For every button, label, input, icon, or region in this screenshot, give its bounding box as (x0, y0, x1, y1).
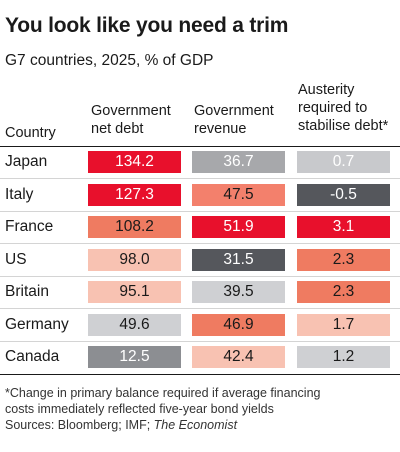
column-header-austerity: Austerity required to stabilise debt* (298, 81, 388, 135)
austerity-cell: 3.1 (297, 216, 390, 238)
column-header-line: Government (91, 103, 171, 119)
column-header-line: stabilise debt* (298, 118, 389, 134)
country-label: US (5, 250, 27, 268)
column-header-line: revenue (194, 121, 247, 137)
revenue-cell: 42.4 (192, 346, 285, 368)
net-debt-cell: 98.0 (88, 248, 181, 271)
footnote-line-1: *Change in primary balance required if a… (5, 386, 321, 400)
sources-prefix: Sources: Bloomberg; IMF; (5, 418, 154, 432)
row-separator (0, 340, 400, 342)
country-label: Canada (5, 348, 60, 365)
austerity-cell: 1.2 (297, 346, 390, 368)
row-separator (0, 210, 400, 212)
column-header-line: required to (298, 100, 368, 116)
country-label: France (5, 218, 54, 235)
column-header-line: net debt (91, 121, 144, 137)
header-rule (0, 146, 400, 147)
revenue-cell: 46.9 (192, 313, 285, 336)
austerity-cell: 2.3 (297, 248, 390, 271)
net-debt-cell: 95.1 (88, 281, 181, 303)
revenue-cell: 39.5 (192, 281, 285, 303)
country-label: Britain (5, 283, 49, 300)
footnote: *Change in primary balance required if a… (5, 385, 320, 433)
chart-title: You look like you need a trim (5, 14, 289, 37)
net-debt-cell: 127.3 (88, 183, 181, 206)
column-header-line: Austerity (298, 82, 355, 98)
revenue-cell: 36.7 (192, 151, 285, 173)
footer-rule (0, 374, 400, 375)
row-separator (0, 243, 400, 244)
row-separator (0, 275, 400, 277)
sources-publisher: The Economist (153, 418, 238, 432)
austerity-cell: 1.7 (297, 313, 390, 336)
chart-subtitle: G7 countries, 2025, % of GDP (5, 52, 214, 69)
austerity-cell: 0.7 (297, 151, 390, 173)
column-header-net-debt: Government net debt (91, 102, 171, 138)
column-header-line: Country (5, 125, 56, 141)
net-debt-cell: 49.6 (88, 313, 181, 336)
revenue-cell: 31.5 (192, 248, 285, 271)
country-label: Japan (5, 153, 48, 170)
column-header-country: Country (5, 124, 56, 142)
austerity-cell: 2.3 (297, 281, 390, 303)
country-label: Germany (5, 315, 69, 333)
row-separator (0, 178, 400, 179)
column-header-line: Government (194, 103, 274, 119)
net-debt-cell: 12.5 (88, 346, 181, 368)
column-header-revenue: Government revenue (194, 102, 274, 138)
net-debt-cell: 108.2 (88, 216, 181, 238)
footnote-line-2: costs immediately reflected five-year bo… (5, 402, 274, 416)
revenue-cell: 47.5 (192, 183, 285, 206)
austerity-cell: -0.5 (297, 183, 390, 206)
row-separator (0, 308, 400, 309)
country-label: Italy (5, 185, 34, 203)
net-debt-cell: 134.2 (88, 151, 181, 173)
revenue-cell: 51.9 (192, 216, 285, 238)
sources-line: Sources: Bloomberg; IMF; The Economist (5, 417, 320, 433)
